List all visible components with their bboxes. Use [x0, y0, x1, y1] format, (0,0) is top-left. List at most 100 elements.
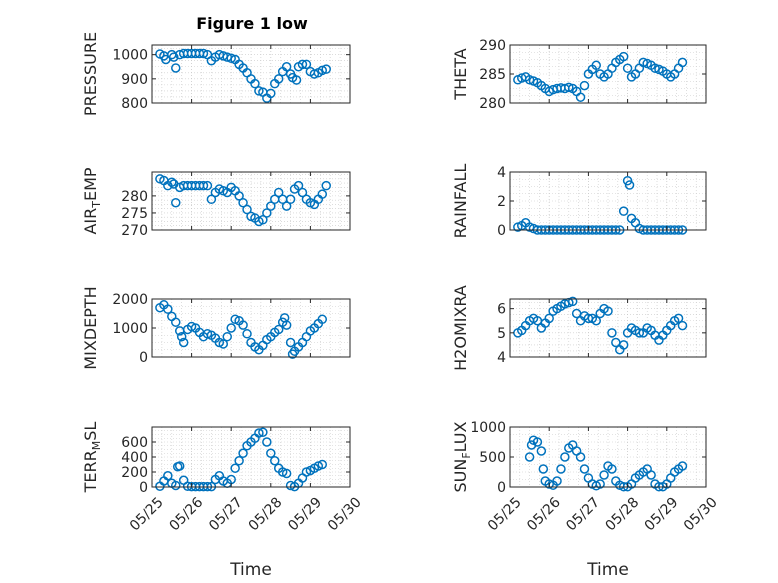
data-point [202, 180, 213, 191]
y-tick-label: 1000 [470, 420, 506, 436]
data-point [317, 65, 328, 76]
x-tick-label: 05/29 [642, 494, 682, 534]
data-point [607, 328, 617, 338]
y-tick-label: 270 [121, 223, 148, 239]
data-point [273, 324, 284, 335]
data-point [638, 57, 649, 68]
data-point [579, 464, 590, 474]
data-point [169, 52, 179, 62]
y-tick-label: 0 [497, 223, 506, 239]
data-point [266, 448, 276, 458]
x-tick-label: 05/27 [563, 494, 603, 534]
y-tick-label: 400 [121, 450, 148, 466]
x-axis-label: Time [229, 560, 272, 580]
data-point [226, 323, 236, 333]
y-tick-label: 1000 [112, 321, 148, 337]
data-point [262, 208, 272, 218]
data-point [567, 296, 578, 307]
data-point [174, 461, 185, 471]
data-point [634, 328, 645, 338]
axes-box [151, 44, 351, 104]
data-point [178, 337, 189, 348]
data-point [575, 92, 586, 102]
data-point [317, 314, 328, 325]
y-tick-label: 4 [497, 165, 506, 181]
data-point [238, 197, 248, 208]
y-tick-label: 0 [139, 350, 148, 366]
y-axis-label: THETA [451, 48, 470, 100]
panel-mixdepth: 0 1000 2000 MIXDEPTH [81, 286, 351, 370]
data-point [552, 476, 562, 486]
y-tick-label: 800 [121, 96, 148, 112]
data-point [250, 78, 260, 89]
data-point [206, 194, 217, 205]
data-point [198, 48, 209, 59]
data-point [556, 464, 566, 474]
y-tick-label: 900 [121, 72, 148, 88]
x-tick-label: 05/25 [485, 494, 525, 534]
data-point [591, 316, 601, 326]
data-point [622, 175, 633, 186]
data-point [234, 191, 244, 201]
data-point [536, 446, 547, 456]
data-point [297, 59, 308, 70]
panel-h2omixra: 4 5 6 H2OMIXRA [451, 285, 707, 371]
y-tick-label: 200 [121, 465, 148, 481]
data-point [285, 194, 296, 205]
data-point [270, 456, 280, 466]
data-point [599, 470, 609, 480]
data-point [226, 53, 236, 64]
y-axis-label: AIRTEMP [81, 167, 103, 234]
data-point [291, 75, 302, 85]
y-axis-label: H2OMIXRA [451, 285, 470, 371]
data-point [167, 177, 177, 187]
y-tick-label: 1000 [112, 48, 148, 64]
data-point [673, 313, 684, 324]
y-tick-label: 2000 [112, 292, 148, 308]
data-point [198, 180, 209, 191]
y-tick-label: 275 [121, 206, 148, 222]
data-point [544, 479, 554, 489]
y-tick-label: 2 [497, 194, 506, 210]
y-axis-label: MIXDEPTH [81, 286, 100, 369]
y-axis-label: SUNFLUX [451, 421, 473, 492]
data-point [222, 331, 232, 342]
data-point [258, 215, 268, 225]
data-point [524, 452, 535, 462]
y-tick-label: 290 [479, 38, 506, 54]
y-tick-label: 280 [479, 96, 506, 112]
data-point [532, 437, 543, 447]
panel-pressure: 800 900 1000 PRESSURE [81, 32, 351, 116]
data-point [254, 86, 264, 96]
data-point [234, 456, 244, 466]
panel-rainfall: 0 2 4 RAINFALL [451, 164, 707, 239]
data-point [301, 59, 312, 70]
data-point [176, 331, 187, 342]
data-point [317, 189, 328, 199]
y-axis-label: RAINFALL [451, 164, 470, 239]
x-tick-label: 05/30 [325, 494, 365, 534]
y-tick-label: 285 [479, 67, 506, 83]
data-point [281, 62, 292, 72]
data-point [544, 313, 554, 324]
data-point [273, 74, 284, 84]
data-point [622, 63, 633, 73]
data-point [238, 320, 248, 330]
data-point [618, 340, 629, 350]
data-point [618, 51, 629, 62]
data-point [262, 437, 272, 447]
data-point [254, 428, 264, 438]
x-tick-label: 05/30 [681, 494, 721, 534]
x-tick-label: 05/28 [602, 494, 642, 534]
data-point [273, 187, 284, 198]
data-point [538, 464, 549, 474]
data-point [575, 452, 586, 462]
data-point [171, 480, 181, 491]
x-tick-label: 05/26 [166, 494, 206, 534]
x-axis-label: Time [586, 560, 629, 580]
data-point [646, 470, 656, 480]
data-point [677, 320, 688, 331]
